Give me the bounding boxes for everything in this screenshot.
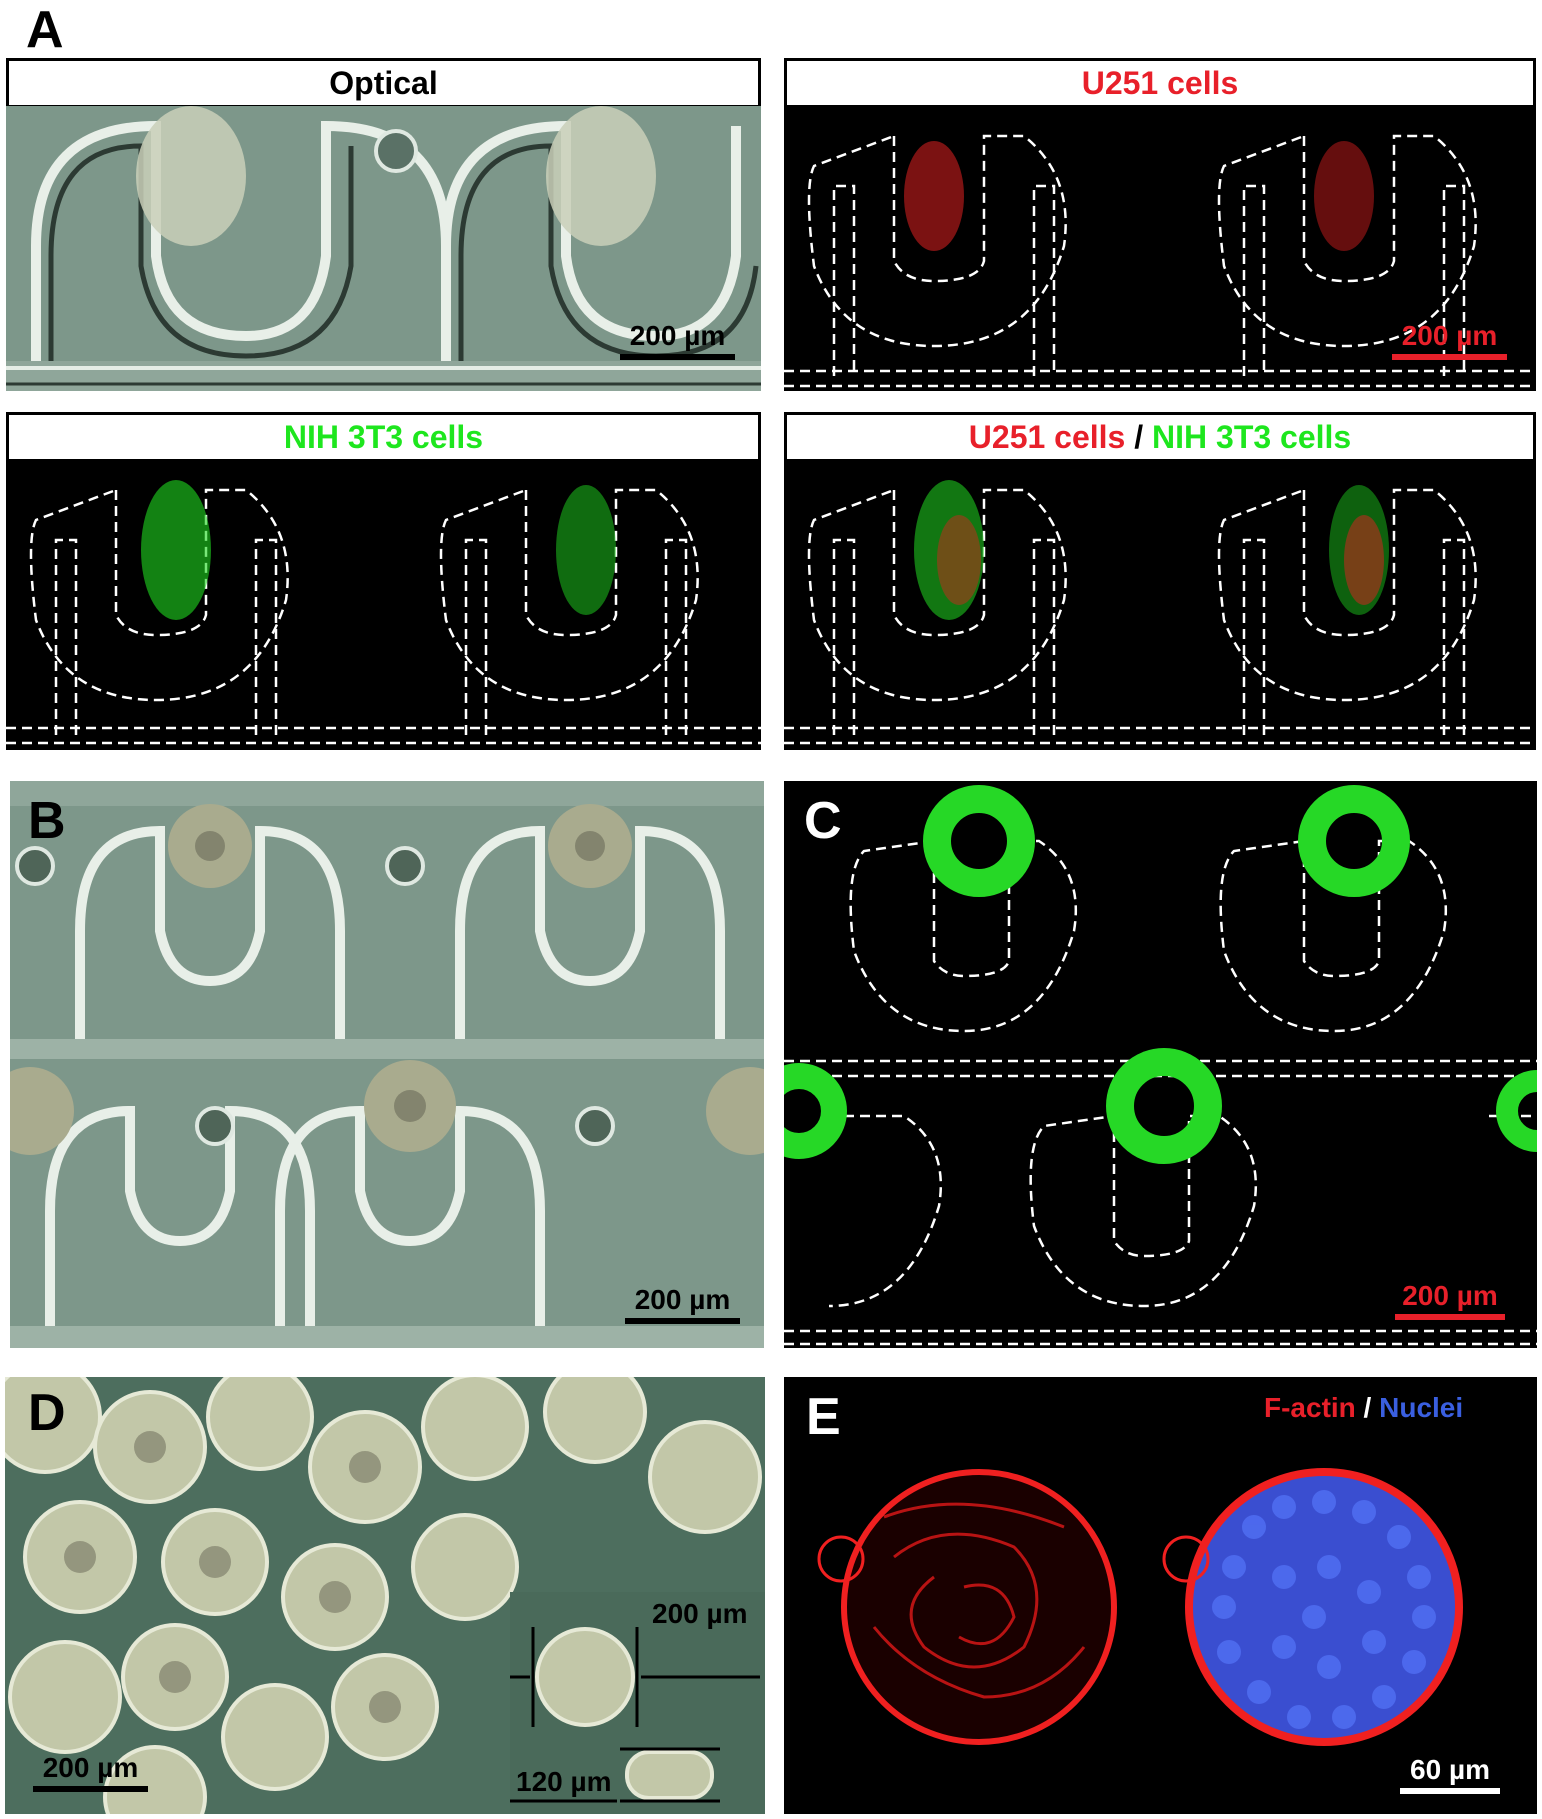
panel-label-c: C	[804, 792, 842, 850]
merge-fluorescence	[784, 460, 1536, 750]
nih3t3-fluorescence	[6, 460, 761, 750]
panel-label-d: D	[28, 1384, 66, 1442]
merge-title-red: U251 cells	[968, 419, 1126, 455]
scale-bar-d: 200 µm	[33, 1752, 148, 1792]
u251-title: U251 cells	[784, 58, 1536, 108]
spheroid-micrograph-d	[5, 1377, 765, 1814]
scale-label: 60 µm	[1410, 1754, 1490, 1785]
optical-title: Optical	[6, 58, 761, 108]
legend-e: F-actin / Nuclei	[1264, 1392, 1463, 1424]
scale-bar-u251: 200 µm	[1392, 320, 1507, 360]
nih3t3-title: NIH 3T3 cells	[6, 412, 761, 462]
panel-label-b: B	[28, 792, 66, 850]
merge-title-sep: /	[1125, 419, 1153, 455]
scale-label: 200 µm	[1401, 320, 1498, 351]
confocal-spheroid-e	[784, 1377, 1537, 1814]
merge-title-green: NIH 3T3 cells	[1152, 419, 1352, 455]
scale-bar-optical: 200 µm	[620, 320, 735, 360]
inset-diameter-label: 200 µm	[652, 1598, 748, 1629]
optical-micrograph-b	[10, 781, 764, 1348]
scale-bar-c: 200 µm	[1395, 1280, 1505, 1320]
inset-height-label: 120 µm	[516, 1766, 612, 1797]
scale-bar-e: 60 µm	[1400, 1754, 1500, 1794]
fluorescence-c	[784, 781, 1537, 1348]
merge-title: U251 cells / NIH 3T3 cells	[784, 412, 1536, 462]
scale-label: 200 µm	[1402, 1280, 1498, 1311]
legend-f-actin: F-actin	[1264, 1392, 1356, 1423]
optical-micrograph	[6, 106, 761, 391]
legend-nuclei: Nuclei	[1379, 1392, 1464, 1423]
panel-label-a: A	[26, 1, 64, 59]
scale-label: 200 µm	[42, 1752, 139, 1783]
panel-label-e: E	[806, 1388, 841, 1446]
scale-bar-b: 200 µm	[625, 1284, 740, 1324]
legend-sep: /	[1355, 1392, 1380, 1423]
u251-fluorescence	[784, 106, 1536, 391]
scale-label: 200 µm	[629, 320, 726, 351]
scale-label: 200 µm	[634, 1284, 731, 1315]
